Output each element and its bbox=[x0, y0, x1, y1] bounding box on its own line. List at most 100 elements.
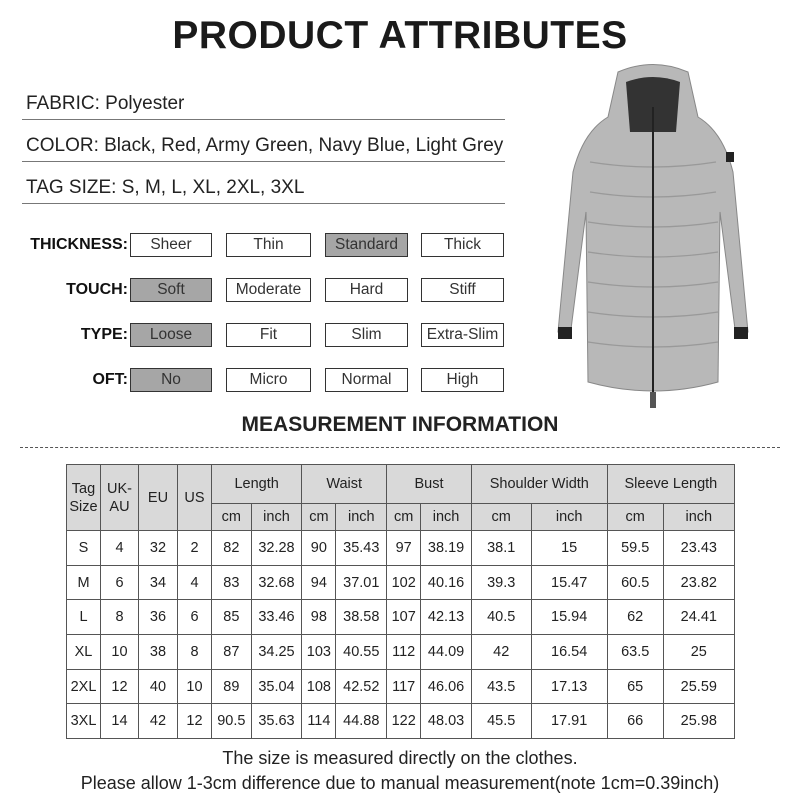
page-title: PRODUCT ATTRIBUTES bbox=[172, 14, 628, 57]
table-cell: 12 bbox=[177, 703, 212, 740]
option-label: THICKNESS: bbox=[30, 236, 128, 253]
table-cell: 97 bbox=[386, 530, 422, 566]
option-box: Sheer bbox=[130, 233, 212, 257]
header-us: US bbox=[177, 464, 212, 531]
table-row: XL 10 38 8 87 34.25 103 40.55 112 44.09 42 16.54 63.… bbox=[66, 634, 736, 670]
unit-inch: inch bbox=[530, 503, 608, 531]
table-cell: 59.5 bbox=[606, 530, 664, 566]
table-cell: 107 bbox=[386, 599, 422, 636]
option-box: Extra-Slim bbox=[421, 323, 504, 347]
table-cell: 42.52 bbox=[335, 668, 388, 705]
table-cell: 85 bbox=[211, 599, 252, 636]
table-cell: 32 bbox=[138, 530, 178, 566]
table-cell: 23.82 bbox=[662, 564, 736, 601]
table-cell: 63.5 bbox=[606, 634, 664, 670]
table-row: M 6 34 4 83 32.68 94 37.01 102 40.16 39.3 15.47 60.5… bbox=[66, 564, 736, 601]
table-cell: 34 bbox=[138, 564, 178, 601]
table-cell: 17.13 bbox=[530, 668, 608, 705]
table-cell: 42.13 bbox=[420, 599, 472, 636]
table-cell: 36 bbox=[138, 599, 178, 636]
option-box: Thin bbox=[226, 233, 311, 257]
table-cell: 102 bbox=[386, 564, 422, 601]
table-cell: 40.16 bbox=[420, 564, 472, 601]
table-cell: 45.5 bbox=[470, 703, 532, 740]
option-box: No bbox=[130, 368, 212, 392]
table-row: L 8 36 6 85 33.46 98 38.58 107 42.13 40.5 15.94 62 24… bbox=[66, 599, 736, 636]
table-cell: 98 bbox=[301, 599, 337, 636]
table-cell: 25 bbox=[662, 634, 736, 670]
table-cell: 10 bbox=[100, 634, 139, 670]
table-cell: 117 bbox=[386, 668, 422, 705]
size-table: Tag Size UK-AU EU US Length Waist Bust S… bbox=[66, 464, 736, 740]
header-uk-au: UK-AU bbox=[100, 464, 139, 531]
fabric-attribute: FABRIC: Polyester bbox=[22, 90, 505, 120]
option-box: Standard bbox=[325, 233, 408, 257]
table-cell: 48.03 bbox=[420, 703, 472, 740]
table-cell: 40 bbox=[138, 668, 178, 705]
unit-cm: cm bbox=[386, 503, 422, 531]
table-cell: 40.5 bbox=[470, 599, 532, 636]
table-cell: 62 bbox=[606, 599, 664, 636]
table-cell: 35.04 bbox=[250, 668, 303, 705]
table-row: S 4 32 2 82 32.28 90 35.43 97 38.19 38.1 15 59.5 23.4… bbox=[66, 530, 736, 566]
table-cell: 16.54 bbox=[530, 634, 608, 670]
header-shoulder-width: Shoulder Width bbox=[470, 464, 608, 504]
table-cell: 4 bbox=[177, 564, 212, 601]
unit-inch: inch bbox=[250, 503, 303, 531]
table-cell: 112 bbox=[386, 634, 422, 670]
option-label: TOUCH: bbox=[66, 281, 128, 298]
table-cell: 35.63 bbox=[250, 703, 303, 740]
option-box: Loose bbox=[130, 323, 212, 347]
table-cell: 44.88 bbox=[335, 703, 388, 740]
tag-size-attribute: TAG SIZE: S, M, L, XL, 2XL, 3XL bbox=[22, 174, 505, 204]
table-cell: 35.43 bbox=[335, 530, 388, 566]
jacket-image bbox=[557, 64, 749, 408]
table-cell: 2XL bbox=[66, 668, 101, 705]
table-cell: 42 bbox=[138, 703, 178, 740]
table-cell: M bbox=[66, 564, 101, 601]
table-cell: 108 bbox=[301, 668, 337, 705]
header-waist: Waist bbox=[301, 464, 388, 504]
unit-cm: cm bbox=[470, 503, 532, 531]
table-cell: 2 bbox=[177, 530, 212, 566]
table-cell: 8 bbox=[100, 599, 139, 636]
table-row: 2XL 12 40 10 89 35.04 108 42.52 117 46.06 43.5 17.1… bbox=[66, 668, 736, 705]
table-cell: 103 bbox=[301, 634, 337, 670]
table-cell: 8 bbox=[177, 634, 212, 670]
unit-cm: cm bbox=[301, 503, 337, 531]
unit-inch: inch bbox=[335, 503, 388, 531]
table-cell: 6 bbox=[177, 599, 212, 636]
table-cell: 32.28 bbox=[250, 530, 303, 566]
table-cell: 46.06 bbox=[420, 668, 472, 705]
table-cell: L bbox=[66, 599, 101, 636]
difference-note: Please allow 1-3cm difference due to man… bbox=[80, 773, 720, 793]
table-cell: 15.94 bbox=[530, 599, 608, 636]
unit-cm: cm bbox=[211, 503, 252, 531]
table-cell: 66 bbox=[606, 703, 664, 740]
table-cell: S bbox=[66, 530, 101, 566]
dashed-divider bbox=[20, 447, 780, 448]
table-cell: 6 bbox=[100, 564, 139, 601]
option-box: Stiff bbox=[421, 278, 504, 302]
table-cell: 4 bbox=[100, 530, 139, 566]
table-cell: 40.55 bbox=[335, 634, 388, 670]
measure-note: The size is measured directly on the clo… bbox=[222, 748, 578, 768]
table-cell: 82 bbox=[211, 530, 252, 566]
header-eu: EU bbox=[138, 464, 178, 531]
table-cell: XL bbox=[66, 634, 101, 670]
measurement-title: MEASUREMENT INFORMATION bbox=[241, 413, 559, 436]
header-length: Length bbox=[210, 464, 303, 504]
option-box: Micro bbox=[226, 368, 311, 392]
table-cell: 89 bbox=[211, 668, 252, 705]
table-cell: 94 bbox=[301, 564, 337, 601]
unit-cm: cm bbox=[606, 503, 664, 531]
table-cell: 122 bbox=[386, 703, 422, 740]
table-cell: 38.58 bbox=[335, 599, 388, 636]
table-cell: 37.01 bbox=[335, 564, 388, 601]
table-cell: 44.09 bbox=[420, 634, 472, 670]
table-cell: 42 bbox=[470, 634, 532, 670]
table-cell: 33.46 bbox=[250, 599, 303, 636]
table-cell: 24.41 bbox=[662, 599, 736, 636]
option-box: Moderate bbox=[226, 278, 311, 302]
table-cell: 3XL bbox=[66, 703, 101, 740]
